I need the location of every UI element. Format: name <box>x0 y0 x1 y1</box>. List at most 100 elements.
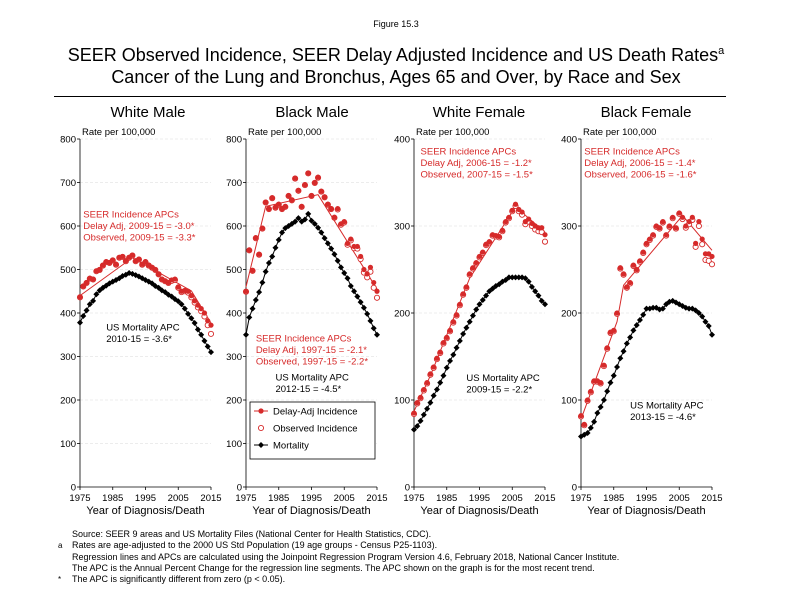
footnote-row: Regression lines and APCs are calculated… <box>58 552 619 563</box>
delay-adj-incidence-point <box>643 240 650 246</box>
mortality-marker <box>479 296 486 303</box>
delay-adj-incidence-point <box>308 192 315 199</box>
delay-adj-incidence-point <box>263 199 269 205</box>
footnote-mark <box>58 563 72 574</box>
delay-adj-incidence-point <box>637 258 643 264</box>
mortality-marker <box>83 307 90 314</box>
delay-adj-incidence-point <box>322 194 328 200</box>
mortality-marker <box>374 331 380 338</box>
mortality-marker <box>295 215 302 222</box>
delay-adj-incidence-point <box>243 288 249 294</box>
mortality-marker <box>636 316 643 323</box>
mortality-marker <box>194 326 201 333</box>
mortality-marker <box>659 305 666 312</box>
delay-adj-incidence-point <box>119 253 126 260</box>
delay-adj-incidence-point <box>328 206 334 212</box>
delay-adj-incidence-point <box>282 203 288 210</box>
title-footnote-mark: a <box>718 45 725 57</box>
mortality-marker <box>318 229 325 236</box>
chart-title-line1: SEER Observed Incidence, SEER Delay Adju… <box>0 45 792 66</box>
delay-adj-incidence-point <box>123 258 129 264</box>
delay-adj-incidence-point <box>539 225 545 231</box>
y-tick-label: 300 <box>60 352 76 363</box>
y-tick-label: 100 <box>394 396 410 407</box>
panel-title: White Male <box>110 104 185 121</box>
delay-adj-incidence-point <box>614 310 620 316</box>
mortality-marker <box>175 298 182 305</box>
y-tick-label: 400 <box>60 309 76 320</box>
y-tick-label: 100 <box>561 396 577 407</box>
mortality-marker <box>463 324 470 331</box>
mortality-marker <box>509 274 516 281</box>
mortality-marker <box>292 218 299 225</box>
delay-adj-incidence-point <box>272 204 279 210</box>
mortality-marker <box>367 317 374 324</box>
mortality-marker <box>321 235 328 242</box>
delay-adj-incidence-point <box>666 223 673 229</box>
delay-adj-incidence-point <box>249 267 256 273</box>
annotation-text: SEER Incidence APCs <box>421 147 517 158</box>
x-tick-label: 1985 <box>603 493 624 504</box>
mortality-marker <box>417 417 424 424</box>
annotation-text: 2010-15 = -3.6* <box>106 334 172 345</box>
footnote-row: Source: SEER 9 areas and US Mortality Fi… <box>58 529 619 540</box>
mortality-marker <box>607 379 614 386</box>
delay-adj-incidence-point <box>693 240 699 246</box>
delay-adj-incidence-point <box>276 201 282 207</box>
y-tick-label: 300 <box>226 352 242 363</box>
delay-adj-incidence-point <box>627 279 633 286</box>
annotation-text: US Mortality APC <box>466 373 540 384</box>
mortality-marker <box>308 217 315 224</box>
panel-white-male: 0 100 200 300 400 500 600 700 800 1975 1985 1995 200… <box>60 104 221 517</box>
mortality-marker <box>249 305 256 312</box>
mortality-marker <box>265 259 272 266</box>
y-axis-label: Rate per 100,000 <box>248 127 321 138</box>
delay-adj-incidence-point <box>581 421 587 427</box>
delay-adj-incidence-point <box>473 259 479 266</box>
mortality-marker <box>702 318 709 325</box>
legend-delay-marker <box>258 408 264 414</box>
x-axis-label: Year of Diagnosis/Death <box>86 505 204 517</box>
mortality-marker <box>542 301 548 308</box>
x-tick-label: 1995 <box>469 493 490 504</box>
mortality-marker <box>185 310 192 317</box>
panel-black-male: 0 100 200 300 400 500 600 700 800 1975 1985 1995 200… <box>226 104 387 517</box>
mortality-marker <box>246 314 253 321</box>
delay-adj-incidence-point <box>152 266 158 273</box>
x-tick-label: 1975 <box>570 493 591 504</box>
delay-adj-incidence-point <box>450 319 456 325</box>
delay-adj-incidence-point <box>512 201 519 207</box>
delay-adj-incidence-point <box>463 284 469 290</box>
mortality-marker <box>640 311 647 318</box>
mortality-marker <box>443 364 450 371</box>
delay-adj-incidence-point <box>588 388 594 394</box>
y-tick-label: 100 <box>60 439 76 450</box>
mortality-marker <box>483 292 490 299</box>
mortality-marker <box>594 410 601 417</box>
delay-adj-incidence-point <box>269 195 275 201</box>
mortality-marker <box>450 351 457 358</box>
annotation-text: 2012-15 = -4.5* <box>275 384 341 395</box>
delay-adj-incidence-point <box>110 257 116 263</box>
delay-adj-incidence-point <box>198 306 204 312</box>
delay-adj-incidence-point <box>709 253 715 260</box>
delay-adj-incidence-point <box>424 380 430 386</box>
y-tick-label: 700 <box>226 178 242 189</box>
mortality-marker <box>122 271 129 278</box>
mortality-line <box>413 276 546 430</box>
mortality-marker <box>269 253 276 260</box>
delay-adj-incidence-point <box>584 397 591 403</box>
delay-adj-incidence-point <box>699 236 705 242</box>
mortality-marker <box>252 296 259 303</box>
title-divider <box>54 96 726 97</box>
delay-adj-incidence-point <box>208 322 214 328</box>
delay-adj-incidence-point <box>630 262 637 268</box>
delay-adj-incidence-point <box>292 175 298 181</box>
delay-adj-incidence-point <box>259 225 265 231</box>
mortality-marker <box>466 318 473 325</box>
annotation-text: US Mortality APC <box>630 401 704 412</box>
mortality-marker <box>256 289 263 296</box>
y-tick-label: 0 <box>572 483 577 494</box>
mortality-marker <box>305 210 312 217</box>
